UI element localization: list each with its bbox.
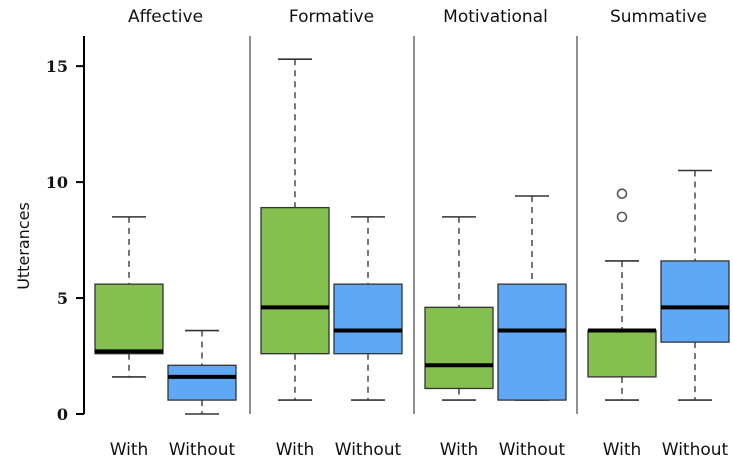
box-marks: With Without With Without With Without With Wit… xyxy=(94,58,730,460)
y-tick-label: 5 xyxy=(57,289,68,308)
x-tick-label: Without xyxy=(499,440,566,460)
box-summative-with xyxy=(587,329,657,378)
x-tick-label: Without xyxy=(169,440,236,460)
facet-title: Formative xyxy=(289,7,374,27)
box-formative-with xyxy=(260,206,330,355)
outlier-point xyxy=(616,211,628,223)
box-motivational-with xyxy=(424,306,494,390)
x-tick-label: With xyxy=(440,440,479,460)
facet-title: Summative xyxy=(610,7,707,27)
y-tick-label: 10 xyxy=(46,173,68,192)
y-tick-label: 15 xyxy=(46,57,68,76)
box-formative-without xyxy=(333,283,403,355)
x-tick-label: Without xyxy=(335,440,402,460)
y-axis-label: Utterances xyxy=(14,202,33,290)
y-tick-label: 0 xyxy=(57,405,68,424)
box-affective-without xyxy=(167,364,237,401)
x-tick-label: Without xyxy=(662,440,729,460)
x-tick-label: With xyxy=(603,440,642,460)
facet-title: Affective xyxy=(128,7,203,27)
facet-panels: Affective Formative Motivational Summative xyxy=(128,7,707,414)
outlier-point xyxy=(616,188,628,199)
x-tick-label: With xyxy=(110,440,149,460)
axes: 0 5 10 15 xyxy=(46,36,85,424)
facet-title: Motivational xyxy=(443,7,548,27)
box-affective-with xyxy=(94,283,164,355)
box-motivational-without xyxy=(497,283,567,401)
box-summative-without xyxy=(660,260,730,343)
x-tick-label: With xyxy=(276,440,315,460)
